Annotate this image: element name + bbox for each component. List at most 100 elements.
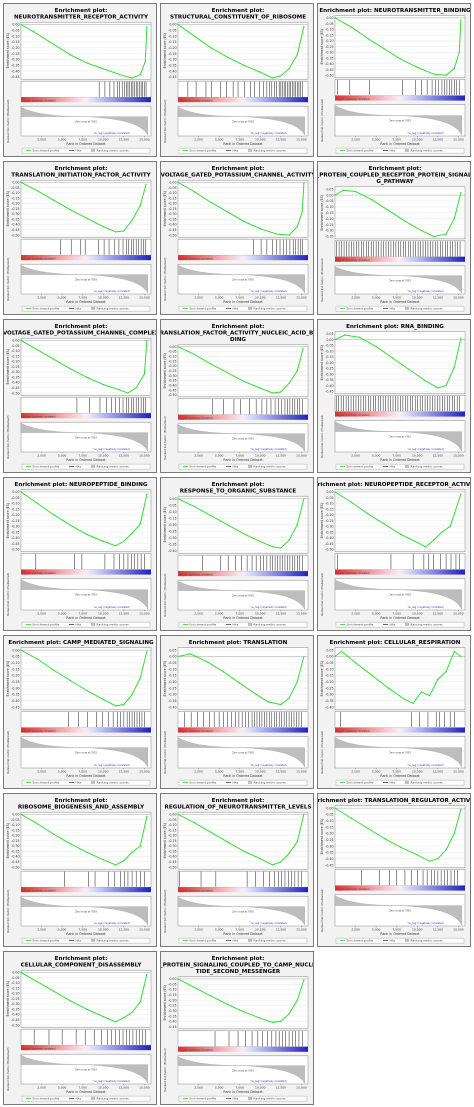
y-axis-label-rank: Ranked list metric (PreRanked) — [6, 258, 10, 301]
legend-ranking-swatch — [248, 464, 252, 468]
enrichment-profile-point — [36, 190, 39, 192]
y-axis-label-es: Enrichment score (ES) — [320, 819, 324, 854]
y-axis-label-rank: Ranked list metric (PreRanked) — [6, 100, 10, 143]
y-axis-label-rank: Ranked list metric (PreRanked) — [320, 889, 324, 932]
y-tick-label: -0.20 — [325, 832, 333, 836]
x-axis-label: Rank in Ordered Dataset — [66, 774, 106, 778]
x-tick-label: 12,500 — [276, 138, 287, 142]
enrichment-profile-point — [288, 234, 290, 236]
x-tick-label: 15,000 — [296, 928, 307, 932]
enrichment-profile-point — [276, 233, 278, 235]
enrichment-profile-point — [420, 229, 423, 232]
y-axis-label-es: Enrichment score (ES) — [6, 191, 10, 226]
negative-label: 'na_neg' (negatively correlated) — [93, 448, 130, 451]
x-tick-label: 12,500 — [433, 928, 444, 932]
y-tick-label: -0.30 — [11, 844, 19, 848]
y-tick-label: -0.35 — [11, 849, 19, 853]
hits-area — [177, 1030, 309, 1048]
enrichment-profile-point — [296, 841, 298, 843]
enrichment-plot-panel: Enrichment plot: G_PROTEIN_SIGNALING_COUP… — [160, 951, 314, 1105]
enrichment-profile-point — [259, 857, 261, 860]
enrichment-plot-svg: Enrichment plot: CELLULAR_RESPIRATION 0.0… — [320, 640, 466, 786]
legend-ranking-label: Ranking metric scores — [97, 1097, 130, 1101]
enrichment-profile-point — [210, 201, 212, 204]
y-axis-label-es: Enrichment score (ES) — [6, 503, 10, 538]
enrichment-profile-point — [102, 383, 104, 386]
enrichment-profile-point — [453, 366, 455, 368]
x-tick-label: 10,000 — [98, 1086, 109, 1090]
x-tick-label: 2,500 — [37, 138, 46, 142]
enrichment-profile-point — [177, 978, 179, 980]
chart-title: Enrichment plot: — [212, 798, 265, 804]
x-tick-label: 2,500 — [37, 454, 46, 458]
enrichment-plot-svg: Enrichment plot: NEUROTRANSMITTER_BINDIN… — [319, 8, 470, 154]
chart-title: Enrichment plot: CELLULAR_RESPIRATION — [330, 640, 461, 646]
enrichment-profile-point — [416, 66, 418, 68]
legend-profile-label: Enrichment profile — [347, 781, 374, 785]
y-tick-label: -0.20 — [325, 513, 333, 517]
chart-title: Enrichment plot: — [55, 956, 108, 962]
y-tick-label: -0.15 — [168, 828, 176, 832]
y-tick-label: -0.45 — [168, 75, 176, 79]
x-tick-label: 5,000 — [372, 612, 381, 616]
y-tick-label: -0.50 — [11, 233, 19, 237]
legend-box — [335, 463, 465, 470]
chart-title: Enrichment plot: — [55, 798, 108, 804]
positive-label: 'na_pos' (positively correlated) — [179, 257, 213, 260]
x-tick-label: 10,000 — [412, 612, 423, 616]
y-tick-label: 0.05 — [169, 648, 176, 652]
hits-area — [177, 398, 309, 416]
enrichment-profile-point — [391, 357, 394, 359]
x-tick-label: 2,500 — [37, 928, 46, 932]
legend-hits-label: Hits — [233, 623, 239, 627]
enrichment-profile-point — [146, 815, 148, 818]
legend-profile-label: Enrichment profile — [190, 623, 217, 627]
enrichment-profile-point — [177, 23, 179, 26]
hits-area — [20, 396, 152, 414]
enrichment-profile-point — [271, 864, 274, 866]
y-tick-label: -0.05 — [168, 29, 176, 33]
ranking-gradient-bar — [21, 97, 151, 103]
legend-hits-label: Hits — [390, 149, 396, 153]
y-tick-label: -0.20 — [11, 834, 19, 838]
x-tick-label: 12,500 — [119, 612, 130, 616]
negative-label: 'na_neg' (negatively correlated) — [250, 448, 287, 451]
enrichment-plot-svg: Enrichment plot:REGULATION_OF_NEUROTRANS… — [163, 798, 311, 944]
x-tick-label: 12,500 — [433, 138, 444, 142]
legend-ranking-swatch — [405, 780, 409, 784]
legend-box — [21, 463, 151, 470]
positive-label: 'na_pos' (positively correlated) — [336, 888, 370, 891]
legend-box — [178, 147, 308, 154]
x-tick-label: 7,500 — [235, 1086, 244, 1090]
y-tick-label: -0.15 — [11, 196, 19, 200]
legend-profile-label: Enrichment profile — [33, 1097, 60, 1101]
y-tick-label: 0.05 — [326, 187, 333, 191]
y-tick-label: -0.10 — [168, 823, 176, 827]
y-tick-label: -0.35 — [11, 693, 19, 697]
enrichment-profile-point — [36, 658, 39, 660]
enrichment-profile-point — [433, 539, 435, 541]
enrichment-profile-point — [123, 703, 125, 706]
y-tick-label: -0.20 — [11, 202, 19, 206]
x-tick-label: 2,500 — [37, 770, 46, 774]
zero-cross-label: Zero cross at 7903 — [389, 752, 411, 755]
enrichment-profile-point — [222, 670, 224, 673]
enrichment-plot-panel: Enrichment plot: VOLTAGE_GATED_POTASSIUM_… — [3, 319, 157, 473]
x-axis-label: Rank in Ordered Dataset — [223, 1090, 263, 1094]
y-tick-label: -0.50 — [325, 74, 333, 78]
legend-box — [335, 779, 465, 786]
x-tick-label: 7,500 — [78, 138, 87, 142]
y-axis-label-rank: Ranked list metric (PreRanked) — [6, 416, 10, 459]
es-plot-area — [334, 805, 466, 868]
y-tick-label: -0.10 — [168, 355, 176, 359]
y-tick-label: -0.40 — [168, 705, 176, 709]
enrichment-profile-point — [420, 691, 423, 693]
y-tick-label: -0.20 — [168, 834, 176, 838]
legend-ranking-label: Ranking metric scores — [254, 781, 287, 785]
zero-cross-label: Zero cross at 7903 — [389, 594, 411, 597]
chart-title: Enrichment plot: NEUROPEPTIDE_RECEPTOR_A… — [318, 482, 471, 488]
legend-ranking-swatch — [248, 938, 252, 942]
y-tick-label: -0.40 — [325, 62, 333, 66]
zero-cross-label: Zero cross at 7903 — [75, 279, 97, 282]
x-tick-label: 12,500 — [119, 138, 130, 142]
